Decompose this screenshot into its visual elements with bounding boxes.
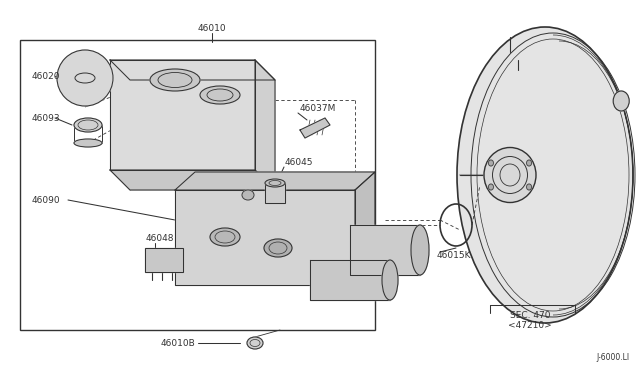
Ellipse shape <box>411 225 429 275</box>
Ellipse shape <box>527 184 532 190</box>
Ellipse shape <box>457 27 633 323</box>
Ellipse shape <box>242 190 254 200</box>
Polygon shape <box>310 260 390 300</box>
Ellipse shape <box>74 118 102 132</box>
Polygon shape <box>110 60 255 170</box>
Bar <box>265 183 285 203</box>
Polygon shape <box>355 172 375 285</box>
Ellipse shape <box>382 260 398 300</box>
Ellipse shape <box>74 139 102 147</box>
Ellipse shape <box>484 148 536 202</box>
Polygon shape <box>300 118 330 138</box>
Ellipse shape <box>210 228 240 246</box>
Text: 46090: 46090 <box>32 196 61 205</box>
Text: SEC. 470: SEC. 470 <box>509 311 550 320</box>
Ellipse shape <box>247 337 263 349</box>
Text: 46045: 46045 <box>285 157 314 167</box>
Ellipse shape <box>150 69 200 91</box>
Ellipse shape <box>527 160 532 166</box>
Text: 46048: 46048 <box>146 234 175 243</box>
Text: 46020: 46020 <box>32 71 61 80</box>
Text: 46010B: 46010B <box>160 339 195 347</box>
Ellipse shape <box>265 179 285 187</box>
Polygon shape <box>110 60 275 80</box>
Text: 46037M: 46037M <box>300 103 337 112</box>
Polygon shape <box>350 225 420 275</box>
Ellipse shape <box>488 184 493 190</box>
Text: 46093: 46093 <box>32 113 61 122</box>
Bar <box>265 183 285 203</box>
Text: 46015K: 46015K <box>437 250 472 260</box>
Bar <box>175 190 355 285</box>
Text: J-6000.LI: J-6000.LI <box>597 353 630 362</box>
Text: 46010: 46010 <box>198 23 227 32</box>
Polygon shape <box>110 170 275 190</box>
Text: <47210>: <47210> <box>508 321 552 330</box>
Ellipse shape <box>488 160 493 166</box>
Ellipse shape <box>613 91 629 111</box>
Bar <box>145 248 183 272</box>
Circle shape <box>57 50 113 106</box>
Polygon shape <box>255 60 275 190</box>
Ellipse shape <box>264 239 292 257</box>
Bar <box>20 40 375 330</box>
Polygon shape <box>175 172 375 190</box>
Bar <box>145 248 183 272</box>
Ellipse shape <box>200 86 240 104</box>
